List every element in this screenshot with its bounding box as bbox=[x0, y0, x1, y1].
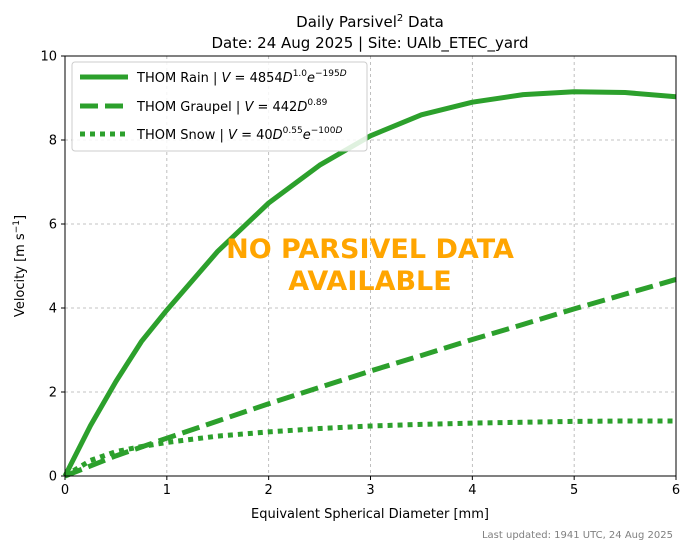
axis-ticks: 0 1 2 3 4 5 6 0 2 4 6 8 10 bbox=[40, 50, 680, 499]
y-tick-label: 6 bbox=[49, 218, 57, 233]
x-axis-label: Equivalent Spherical Diameter [mm] bbox=[251, 507, 489, 522]
y-axis-label-suffix: ] bbox=[13, 215, 28, 220]
last-updated-note: Last updated: 1941 UTC, 24 Aug 2025 bbox=[482, 530, 673, 541]
no-data-annotation-line2: AVAILABLE bbox=[288, 266, 451, 297]
series-line-graupel bbox=[64, 277, 677, 479]
series-layer bbox=[62, 89, 677, 479]
y-axis-label-sup: −1 bbox=[12, 220, 22, 233]
y-tick-label: 2 bbox=[49, 386, 57, 401]
y-axis-label-prefix: Velocity [m s bbox=[13, 233, 28, 317]
x-tick-label: 1 bbox=[163, 483, 171, 498]
y-tick-label: 8 bbox=[49, 134, 57, 149]
x-tick-label: 4 bbox=[468, 483, 476, 498]
legend-entry-rain: THOM Rain | V = 4854D1.0e−195D bbox=[136, 69, 347, 86]
y-tick-label: 0 bbox=[49, 470, 57, 485]
series-line-rain bbox=[62, 89, 677, 478]
chart-title-sup: 2 bbox=[397, 13, 403, 24]
y-tick-label: 4 bbox=[49, 302, 57, 317]
x-tick-label: 6 bbox=[672, 483, 680, 498]
y-tick-label: 10 bbox=[40, 50, 57, 65]
chart-title-suffix: Data bbox=[403, 13, 444, 31]
chart-title-line2: Date: 24 Aug 2025 | Site: UAlb_ETEC_yard bbox=[212, 34, 529, 53]
chart-title-prefix: Daily Parsivel bbox=[296, 13, 397, 31]
legend-entry-graupel: THOM Graupel | V = 442D0.89 bbox=[136, 98, 328, 115]
legend-graupel-prefix: THOM Graupel | bbox=[136, 100, 244, 115]
legend-entry-snow: THOM Snow | V = 40D0.55e−100D bbox=[136, 126, 342, 143]
x-tick-label: 5 bbox=[570, 483, 578, 498]
legend-snow-prefix: THOM Snow | bbox=[136, 128, 228, 143]
x-tick-label: 0 bbox=[61, 483, 69, 498]
no-data-annotation-line1: NO PARSIVEL DATA bbox=[226, 234, 514, 265]
legend-box bbox=[71, 61, 368, 152]
legend-rain-prefix: THOM Rain | bbox=[136, 71, 222, 86]
series-line-snow bbox=[63, 418, 676, 479]
legend: THOM Rain | V = 4854D1.0e−195D THOM Grau… bbox=[71, 61, 368, 152]
x-tick-label: 2 bbox=[265, 483, 273, 498]
x-tick-label: 3 bbox=[366, 483, 374, 498]
y-axis-label: Velocity [m s−1] bbox=[12, 215, 28, 317]
chart-title-line1: Daily Parsivel2 Data bbox=[296, 13, 444, 31]
